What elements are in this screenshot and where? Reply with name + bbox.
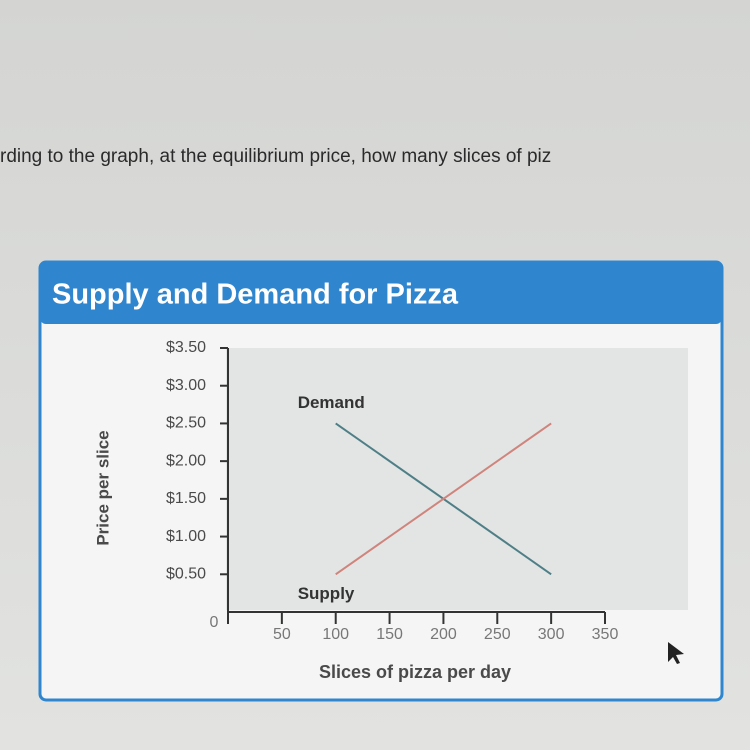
y-tick-label: $0.50 — [166, 566, 206, 583]
y-tick-label: $1.00 — [166, 528, 206, 545]
series-label: Demand — [298, 393, 365, 412]
y-axis-label: Price per slice — [93, 430, 112, 545]
y-tick-label: $3.50 — [166, 339, 206, 356]
y-tick-label: $2.50 — [166, 415, 206, 432]
x-tick-label: 0 — [210, 614, 219, 631]
chart-title: Supply and Demand for Pizza — [52, 279, 459, 311]
x-tick-label: 50 — [273, 626, 291, 643]
x-tick-label: 150 — [376, 626, 403, 643]
y-tick-label: $2.00 — [166, 452, 206, 469]
question-text: rding to the graph, at the equilibrium p… — [0, 146, 552, 167]
x-tick-label: 300 — [538, 626, 565, 643]
plot-area — [226, 348, 688, 610]
x-tick-label: 250 — [484, 626, 511, 643]
y-tick-label: $3.00 — [166, 377, 206, 394]
x-tick-label: 100 — [322, 626, 349, 643]
x-axis-label: Slices of pizza per day — [319, 662, 511, 682]
x-tick-label: 350 — [592, 626, 619, 643]
y-tick-label: $1.50 — [166, 490, 206, 507]
series-label: Supply — [298, 584, 355, 603]
series-line — [335, 422, 552, 576]
x-tick-label: 200 — [430, 626, 457, 643]
card-header — [40, 262, 722, 324]
mouse-cursor — [668, 642, 684, 664]
